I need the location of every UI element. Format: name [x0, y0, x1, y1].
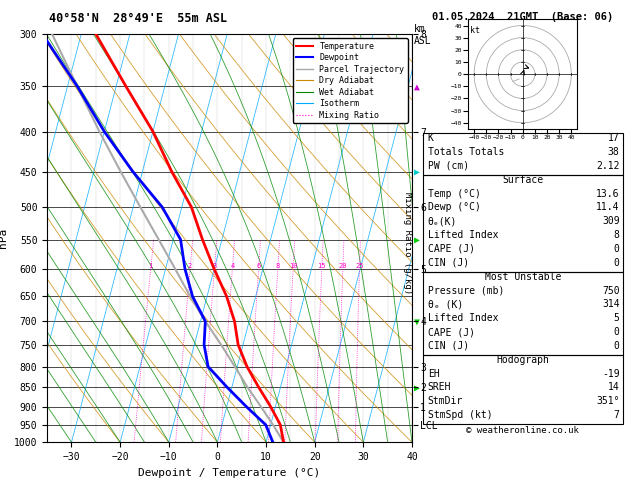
Text: Surface: Surface — [502, 174, 543, 185]
X-axis label: Dewpoint / Temperature (°C): Dewpoint / Temperature (°C) — [138, 468, 321, 478]
Text: K: K — [428, 133, 433, 143]
Text: 40°58'N  28°49'E  55m ASL: 40°58'N 28°49'E 55m ASL — [49, 12, 228, 25]
Text: ▼: ▼ — [415, 316, 420, 326]
Text: Lifted Index: Lifted Index — [428, 313, 498, 323]
Text: 0: 0 — [614, 341, 620, 351]
Text: Most Unstable: Most Unstable — [484, 272, 561, 282]
Text: 4: 4 — [230, 263, 235, 269]
Text: CIN (J): CIN (J) — [428, 258, 469, 268]
Text: CAPE (J): CAPE (J) — [428, 327, 475, 337]
Text: θₑ(K): θₑ(K) — [428, 216, 457, 226]
Text: 0: 0 — [614, 258, 620, 268]
Text: -19: -19 — [602, 369, 620, 379]
Text: 1: 1 — [148, 263, 153, 269]
Legend: Temperature, Dewpoint, Parcel Trajectory, Dry Adiabat, Wet Adiabat, Isotherm, Mi: Temperature, Dewpoint, Parcel Trajectory… — [293, 38, 408, 123]
Text: 750: 750 — [602, 285, 620, 295]
Text: 314: 314 — [602, 299, 620, 310]
Text: 309: 309 — [602, 216, 620, 226]
Text: Hodograph: Hodograph — [496, 355, 549, 365]
Text: ASL: ASL — [414, 36, 431, 46]
Text: 7: 7 — [614, 410, 620, 420]
Text: 10: 10 — [289, 263, 298, 269]
Text: 5: 5 — [614, 313, 620, 323]
Text: Dewp (°C): Dewp (°C) — [428, 202, 481, 212]
Text: ▶: ▶ — [415, 382, 420, 392]
Text: Lifted Index: Lifted Index — [428, 230, 498, 240]
Text: 351°: 351° — [596, 397, 620, 406]
Text: 17: 17 — [608, 133, 620, 143]
Text: 14: 14 — [608, 382, 620, 393]
Text: km: km — [414, 24, 426, 34]
Text: 2: 2 — [188, 263, 192, 269]
Text: Totals Totals: Totals Totals — [428, 147, 504, 157]
Text: ▲: ▲ — [415, 81, 420, 91]
Text: θₑ (K): θₑ (K) — [428, 299, 463, 310]
Y-axis label: hPa: hPa — [0, 228, 8, 248]
Text: 3: 3 — [213, 263, 216, 269]
Text: 11.4: 11.4 — [596, 202, 620, 212]
Text: 0: 0 — [614, 244, 620, 254]
Text: 8: 8 — [276, 263, 280, 269]
Text: CAPE (J): CAPE (J) — [428, 244, 475, 254]
Text: 2.12: 2.12 — [596, 161, 620, 171]
Text: 25: 25 — [355, 263, 364, 269]
Text: StmSpd (kt): StmSpd (kt) — [428, 410, 493, 420]
Text: Mixing Ratio (g/kg): Mixing Ratio (g/kg) — [403, 192, 412, 294]
Text: 0: 0 — [614, 327, 620, 337]
Text: PW (cm): PW (cm) — [428, 161, 469, 171]
Text: Temp (°C): Temp (°C) — [428, 189, 481, 199]
Text: 38: 38 — [608, 147, 620, 157]
Text: SREH: SREH — [428, 382, 451, 393]
Text: 13.6: 13.6 — [596, 189, 620, 199]
Text: CIN (J): CIN (J) — [428, 341, 469, 351]
Text: ▶: ▶ — [415, 167, 420, 176]
Text: StmDir: StmDir — [428, 397, 463, 406]
Text: ▶: ▶ — [415, 235, 420, 244]
Text: 8: 8 — [614, 230, 620, 240]
Text: 01.05.2024  21GMT  (Base: 06): 01.05.2024 21GMT (Base: 06) — [432, 12, 613, 22]
Text: kt: kt — [470, 25, 481, 35]
Text: Pressure (mb): Pressure (mb) — [428, 285, 504, 295]
Text: 15: 15 — [318, 263, 326, 269]
Text: 6: 6 — [257, 263, 260, 269]
Text: EH: EH — [428, 369, 440, 379]
Text: © weatheronline.co.uk: © weatheronline.co.uk — [466, 427, 579, 435]
Text: 20: 20 — [338, 263, 347, 269]
